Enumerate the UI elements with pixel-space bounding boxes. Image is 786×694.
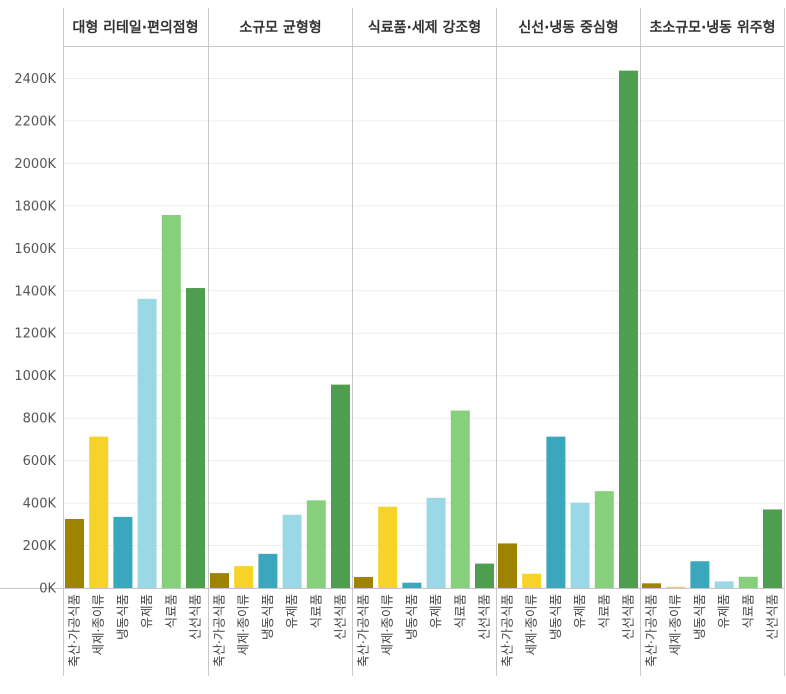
- bar: [450, 410, 470, 588]
- x-tick-label: 신선식품: [188, 594, 203, 640]
- panel-title: 식료품·세제 강조형: [368, 19, 481, 36]
- bar: [426, 497, 446, 588]
- bar: [331, 384, 350, 588]
- x-tick-label: 축산·가공식품: [212, 594, 227, 667]
- y-tick-label: 1000K: [14, 369, 56, 384]
- x-tick-label: 냉동식품: [692, 594, 707, 640]
- x-tick-label: 냉동식품: [260, 594, 275, 640]
- bar: [402, 582, 422, 588]
- y-tick-label: 200K: [23, 539, 57, 554]
- y-axis: 0K 200K 400K 600K 800K 1000K 1200K 1400K 1600K 18…: [14, 72, 56, 597]
- bar: [65, 519, 84, 588]
- panel-frames: [0, 8, 785, 676]
- x-tick-label: 신선식품: [477, 594, 492, 640]
- bar: [186, 288, 205, 588]
- bar: [714, 581, 734, 588]
- bar: [89, 436, 109, 588]
- grid-lines: [63, 77, 785, 547]
- bar: [642, 583, 661, 588]
- bar: [546, 436, 566, 588]
- x-tick-label: 식료품: [452, 594, 467, 629]
- bar: [619, 70, 638, 588]
- y-tick-label: 2400K: [14, 72, 56, 87]
- bar: [666, 586, 686, 588]
- x-tick-label: 유제품: [572, 594, 587, 629]
- x-tick-label: 세제·종이류: [524, 594, 539, 655]
- bar: [378, 506, 398, 588]
- x-tick-label: 신선식품: [765, 594, 780, 640]
- x-tick-label: 유제품: [139, 594, 154, 629]
- bar: [161, 214, 181, 588]
- x-tick-label: 축산·가공식품: [356, 594, 371, 667]
- x-tick-label: 식료품: [308, 594, 323, 629]
- x-tick-label: 세제·종이류: [668, 594, 683, 655]
- y-tick-label: 800K: [23, 412, 57, 427]
- x-tick-label: 세제·종이류: [91, 594, 106, 655]
- bar: [210, 573, 229, 588]
- x-axis: 축산·가공식품 세제·종이류 냉동식품 유제품 식료품 신선식품 축산·가공식품 세제·종이류…: [67, 594, 780, 667]
- y-tick-label: 1800K: [14, 199, 56, 214]
- x-tick-label: 유제품: [716, 594, 731, 629]
- x-tick-label: 냉동식품: [548, 594, 563, 640]
- bar: [690, 561, 710, 588]
- x-tick-label: 신선식품: [333, 594, 348, 640]
- bar: [475, 563, 494, 588]
- x-tick-label: 축산·가공식품: [500, 594, 515, 667]
- y-tick-label: 400K: [23, 497, 57, 512]
- panel-titles: 대형 리테일·편의점형 소규모 균형형 식료품·세제 강조형 신선·냉동 중심형 초소규…: [72, 19, 775, 36]
- x-tick-label: 축산·가공식품: [67, 594, 82, 667]
- x-tick-label: 유제품: [284, 594, 299, 629]
- bar: [763, 509, 782, 588]
- panel-title: 대형 리테일·편의점형: [72, 19, 198, 36]
- bar: [306, 500, 326, 588]
- x-tick-label: 유제품: [428, 594, 443, 629]
- x-tick-label: 세제·종이류: [380, 594, 395, 655]
- x-tick-label: 식료품: [163, 594, 178, 629]
- y-tick-label: 0K: [39, 582, 56, 597]
- bar: [234, 566, 254, 588]
- x-tick-label: 신선식품: [621, 594, 636, 640]
- bar: [570, 502, 590, 588]
- panel-title: 소규모 균형형: [239, 19, 321, 36]
- bar: [498, 543, 517, 588]
- bar: [522, 573, 542, 588]
- x-tick-label: 식료품: [596, 594, 611, 629]
- x-tick-label: 식료품: [740, 594, 755, 629]
- y-tick-label: 600K: [23, 454, 57, 469]
- panel-title: 신선·냉동 중심형: [518, 19, 618, 36]
- panel-title: 초소규모·냉동 위주형: [649, 19, 775, 36]
- bar: [258, 553, 278, 588]
- bar: [282, 514, 302, 588]
- y-tick-label: 1600K: [14, 242, 56, 257]
- y-tick-label: 1200K: [14, 327, 56, 342]
- x-tick-label: 세제·종이류: [236, 594, 251, 655]
- x-tick-label: 축산·가공식품: [644, 594, 659, 667]
- y-tick-label: 2000K: [14, 157, 56, 172]
- bar: [594, 491, 614, 588]
- bar: [354, 576, 373, 588]
- bar: [113, 516, 133, 588]
- bar: [738, 576, 758, 588]
- bars: [65, 70, 782, 588]
- bar: [137, 298, 157, 588]
- y-tick-label: 1400K: [14, 284, 56, 299]
- x-tick-label: 냉동식품: [115, 594, 130, 640]
- x-tick-label: 냉동식품: [404, 594, 419, 640]
- y-tick-label: 2200K: [14, 114, 56, 129]
